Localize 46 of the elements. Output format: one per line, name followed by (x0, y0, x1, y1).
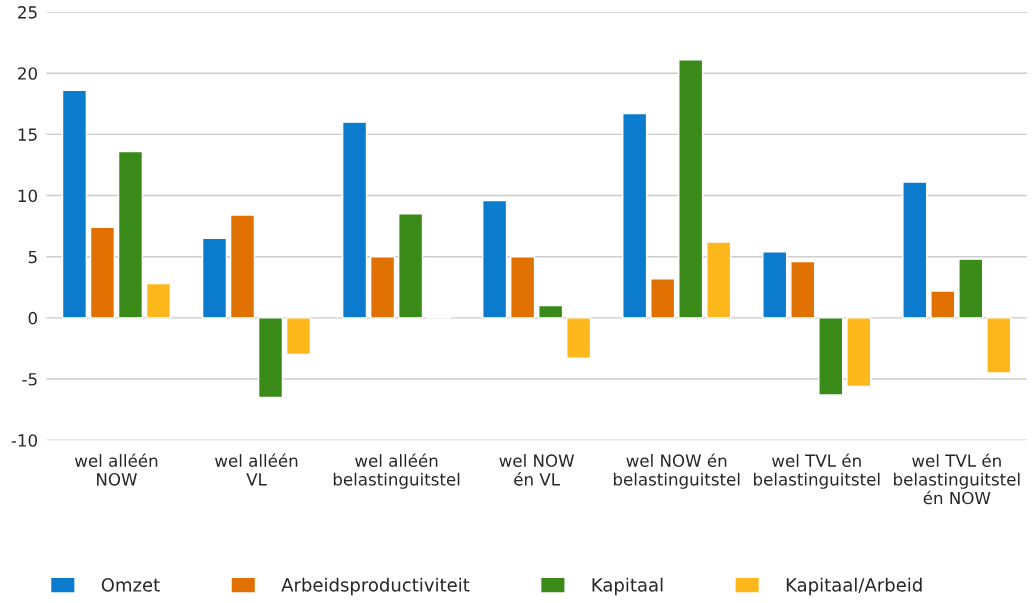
bar (397, 213, 424, 319)
bar (257, 317, 284, 399)
bar (958, 258, 984, 319)
bar (678, 59, 704, 319)
y-tick-label: -10 (11, 434, 37, 447)
bar (201, 237, 228, 319)
bar (89, 226, 116, 319)
x-tick-label: wel NOW én VL (499, 454, 575, 486)
y-tick-label: 20 (18, 67, 37, 80)
bar (229, 214, 256, 319)
legend-label: Kapitaal/Arbeid (786, 577, 922, 596)
bar (117, 150, 144, 319)
bar (986, 317, 1012, 374)
bar (566, 317, 592, 359)
bar (482, 199, 508, 319)
bar (846, 317, 872, 388)
legend-label: Omzet (101, 578, 160, 592)
bar (61, 89, 88, 319)
x-tick-label: wel NOW én belastinguitstel (613, 453, 740, 489)
legend-label: Kapitaal (592, 577, 663, 596)
bar (762, 251, 788, 319)
x-tick-label: wel TVL én belastinguitstel (754, 453, 880, 489)
legend-label: Arbeidsproductiviteit (281, 577, 470, 596)
y-tick-label: 10 (18, 189, 37, 203)
bar (145, 282, 172, 319)
bar (622, 112, 648, 319)
y-tick-label: -5 (22, 373, 37, 386)
x-tick-label: wel alléén belastinguitstel (333, 453, 460, 489)
bar (510, 256, 536, 319)
bar (650, 278, 676, 319)
x-tick-label: wel TVL én belastinguitstel én NOW (894, 453, 1020, 505)
bar (902, 181, 928, 319)
x-tick-label: wel alléén VL (215, 453, 298, 486)
bar (341, 121, 368, 319)
bar (706, 241, 732, 319)
bar (818, 317, 844, 396)
bar (790, 260, 816, 319)
y-tick-label: 0 (28, 311, 37, 325)
bar (930, 290, 956, 319)
y-tick-label: 15 (18, 128, 37, 141)
bar (285, 317, 312, 356)
x-tick-label: wel alléén NOW (74, 453, 158, 486)
bar (538, 304, 564, 319)
y-tick-label: 5 (28, 250, 37, 264)
bar (369, 256, 396, 319)
y-tick-label: 25 (18, 6, 37, 19)
